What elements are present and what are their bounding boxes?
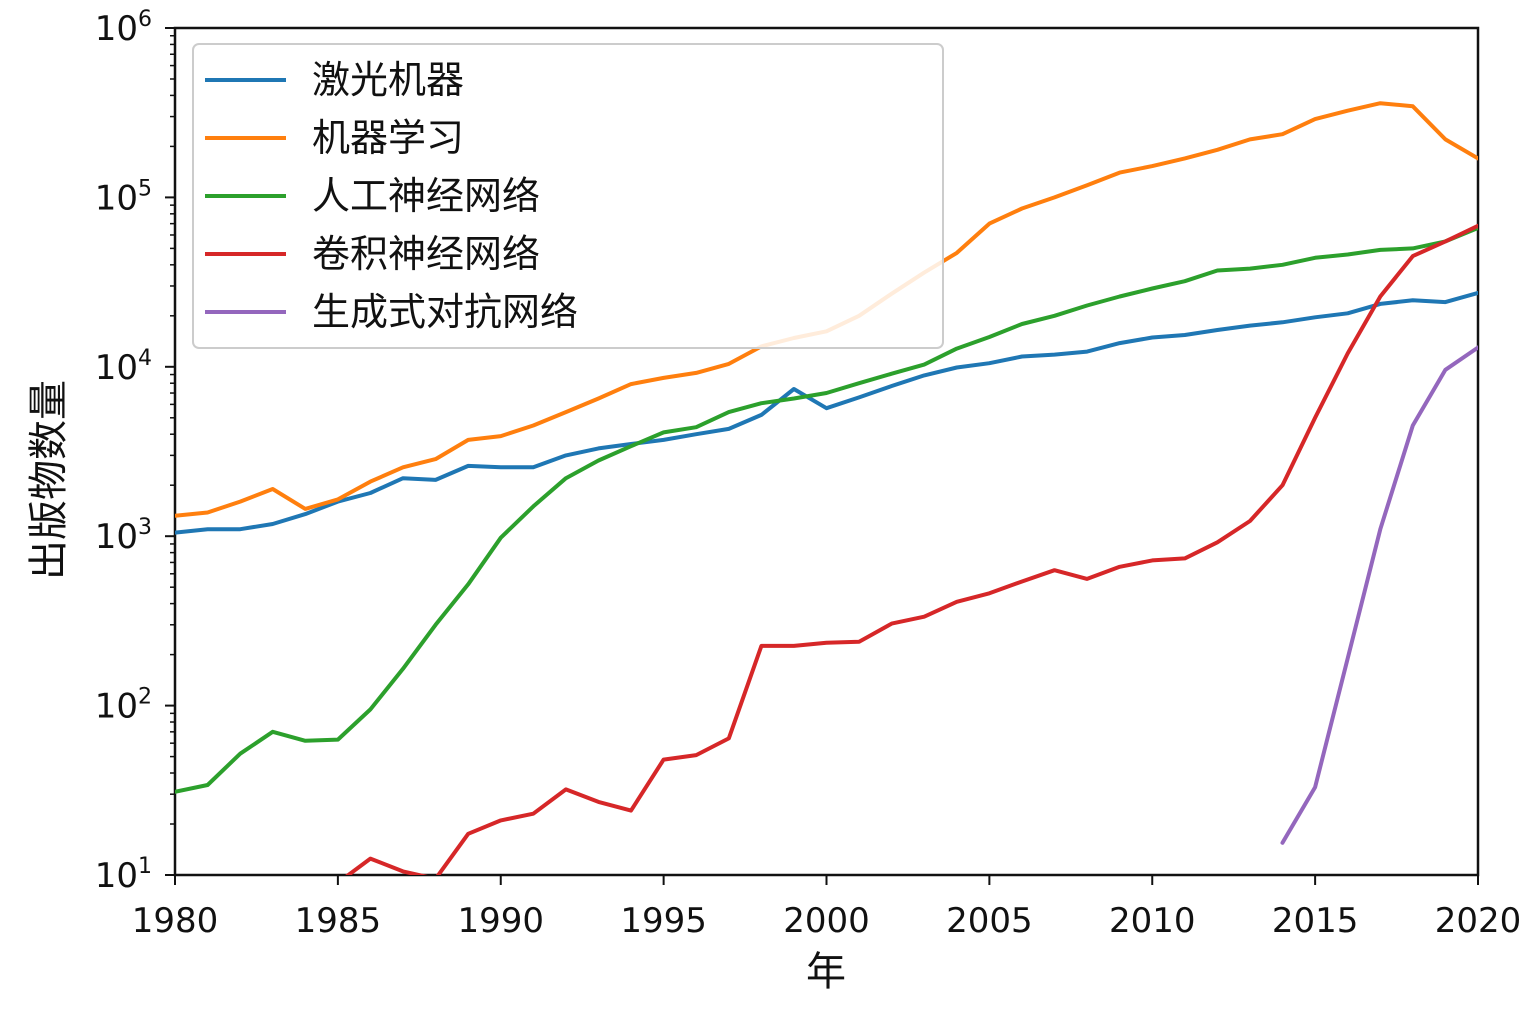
y-tick-label: 102: [95, 685, 152, 727]
x-tick-label: 2010: [1109, 901, 1196, 941]
series-line-0: [175, 290, 1478, 535]
y-tick-exponent: 1: [138, 854, 152, 879]
y-tick-exponent: 2: [138, 685, 152, 710]
y-tick-label: 105: [95, 176, 152, 218]
y-tick-base: 10: [95, 687, 138, 727]
x-tick-label: 1980: [132, 901, 219, 941]
y-tick-exponent: 5: [138, 176, 152, 201]
y-tick-base: 10: [95, 517, 138, 557]
x-tick-label: 2020: [1435, 901, 1522, 941]
y-tick-label: 101: [95, 854, 152, 896]
x-tick-label: 1985: [295, 901, 382, 941]
y-tick-label: 103: [95, 515, 152, 557]
x-axis-title: 年: [806, 949, 846, 995]
y-tick-label: 104: [95, 346, 152, 388]
y-tick-exponent: 3: [138, 515, 152, 540]
legend-box: [192, 43, 944, 349]
x-tick-label: 2000: [783, 901, 870, 941]
y-tick-base: 10: [95, 178, 138, 218]
series-layer: [175, 101, 1478, 875]
x-tick-label: 2005: [946, 901, 1033, 941]
y-tick-base: 10: [95, 348, 138, 388]
y-tick-exponent: 4: [138, 346, 152, 371]
legend-label: 卷积神经网络: [312, 232, 540, 276]
series-line-3: [345, 223, 1478, 875]
x-tick-label: 1995: [620, 901, 707, 941]
legend-label: 机器学习: [312, 116, 464, 160]
series-line-2: [175, 226, 1478, 794]
x-axis: 1980 1985 1990 1995 2000 2005 2010 2015 2020: [132, 875, 1522, 941]
y-axis-title: 出版物数量: [26, 380, 72, 580]
series-line-4: [1280, 345, 1478, 845]
y-tick-label: 106: [95, 7, 152, 49]
y-tick-base: 10: [95, 856, 138, 896]
y-tick-base: 10: [95, 9, 138, 49]
y-tick-exponent: 6: [138, 7, 152, 32]
legend-label: 生成式对抗网络: [312, 290, 578, 334]
x-tick-label: 1990: [457, 901, 544, 941]
legend-label: 人工神经网络: [312, 174, 540, 218]
x-tick-label: 2015: [1272, 901, 1359, 941]
legend-label: 激光机器: [312, 58, 464, 102]
